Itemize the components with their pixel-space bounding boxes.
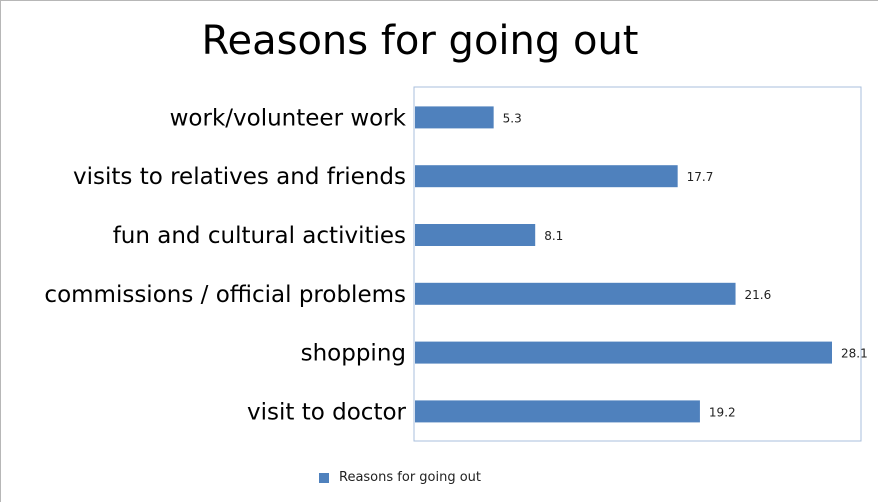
category-label: commissions / official problems bbox=[44, 282, 406, 308]
data-label: 8.1 bbox=[544, 229, 563, 243]
data-label: 28.1 bbox=[841, 347, 868, 361]
legend: Reasons for going out bbox=[319, 470, 481, 485]
bar bbox=[415, 224, 536, 246]
bar bbox=[415, 165, 678, 188]
category-label: fun and cultural activities bbox=[113, 223, 406, 249]
bar bbox=[415, 282, 736, 305]
legend-swatch bbox=[319, 472, 329, 483]
data-label: 19.2 bbox=[709, 405, 736, 419]
bar bbox=[415, 400, 700, 423]
bar bbox=[415, 106, 494, 129]
bar bbox=[415, 341, 832, 364]
category-label: visit to doctor bbox=[247, 399, 407, 425]
legend-label: Reasons for going out bbox=[339, 470, 482, 485]
data-label: 21.6 bbox=[745, 288, 772, 302]
chart-title: Reasons for going out bbox=[201, 18, 639, 64]
category-label: work/volunteer work bbox=[170, 105, 407, 131]
category-label: visits to relatives and friends bbox=[73, 164, 406, 190]
category-label: shopping bbox=[301, 341, 406, 367]
data-label: 17.7 bbox=[687, 170, 714, 184]
plot-area bbox=[413, 86, 862, 442]
data-label: 5.3 bbox=[503, 111, 522, 125]
